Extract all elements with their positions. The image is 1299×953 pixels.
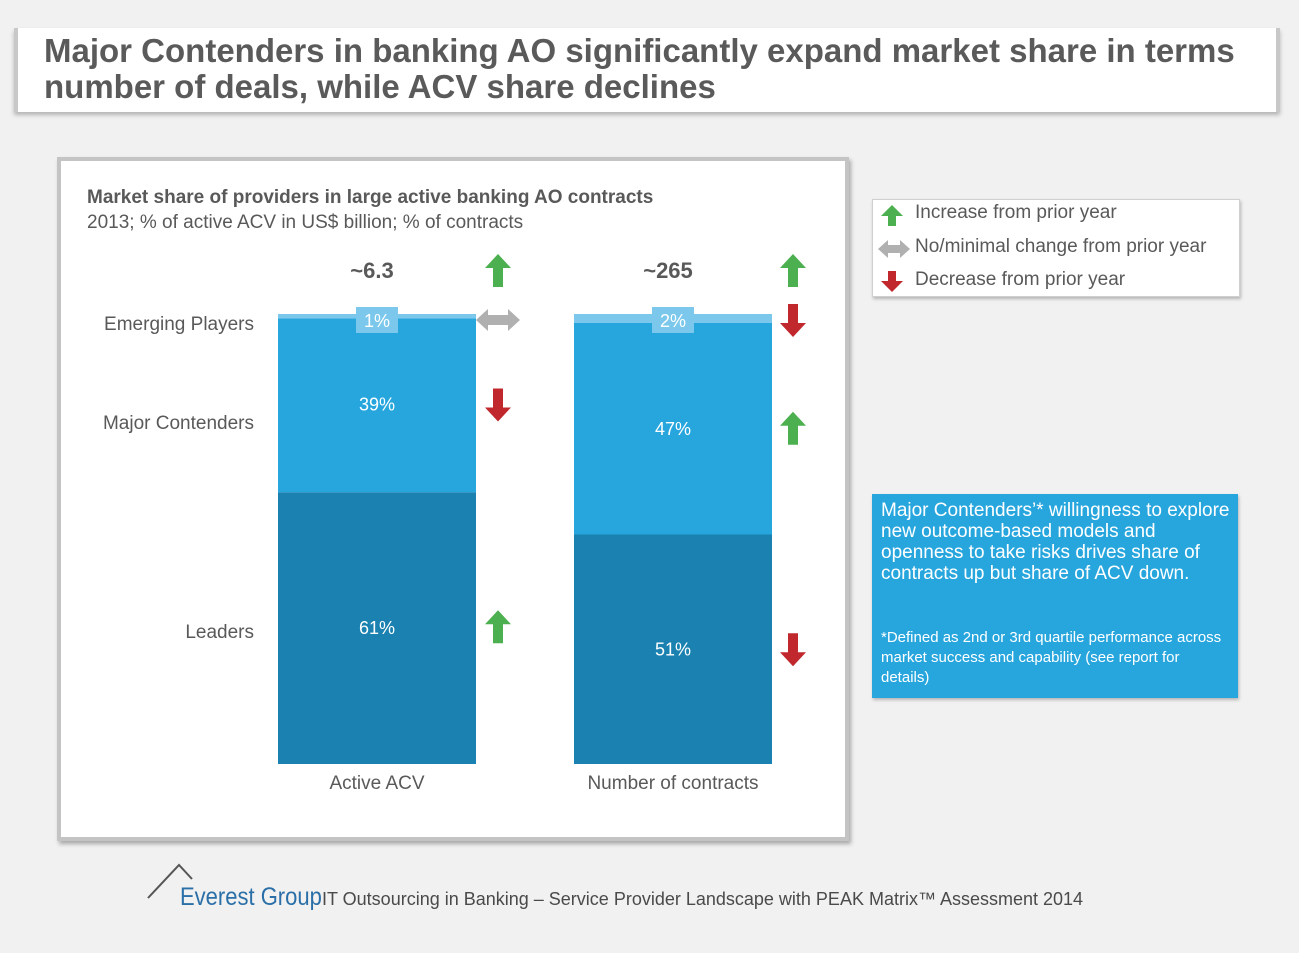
footer-text: IT Outsourcing in Banking – Service Prov… xyxy=(322,889,1084,909)
x-tick-label-active-acv: Active ACV xyxy=(329,773,424,794)
data-label-emerging-players-number-of-contracts: 2% xyxy=(660,311,686,331)
title-box: Major Contenders in banking AO significa… xyxy=(14,28,1280,112)
series-label-leaders: Leaders xyxy=(185,622,254,643)
series-label-emerging-players: Emerging Players xyxy=(104,314,254,335)
data-label-emerging-players-active-acv: 1% xyxy=(364,311,390,331)
legend-label-no-change: No/minimal change from prior year xyxy=(915,236,1207,257)
down-arrow-icon xyxy=(881,271,903,292)
double-arrow-icon xyxy=(878,240,910,258)
page-title: Major Contenders in banking AO significa… xyxy=(44,32,1235,105)
note-main-text: Major Contenders’* willingness to explor… xyxy=(881,500,1230,584)
chart-subtitle: 2013; % of active ACV in US$ billion; % … xyxy=(87,212,524,233)
total-label-number-of-contracts: ~265 xyxy=(643,258,693,283)
trend-arrow-total-number-of-contracts xyxy=(780,254,806,287)
data-label-leaders-active-acv: 61% xyxy=(359,618,395,638)
trend-arrow-leaders-active-acv xyxy=(485,610,511,644)
data-label-leaders-number-of-contracts: 51% xyxy=(655,639,691,659)
bar-leaders-active-acv xyxy=(278,492,476,764)
legend-item-increase: Increase from prior year xyxy=(873,200,1239,230)
chart-title: Market share of providers in large activ… xyxy=(87,187,654,208)
trend-arrow-major-contenders-active-acv xyxy=(485,388,511,422)
footer-brand: Everest Group xyxy=(180,883,322,911)
data-label-bg-emerging-players-active-acv xyxy=(356,307,398,333)
stacked-bar-chart: 61% 39% 1% Active ACV ~6.3 51% 47% 2% Number of … xyxy=(103,254,806,794)
bar-major-contenders-number-of-contracts xyxy=(574,323,772,535)
bar-major-contenders-active-acv xyxy=(278,318,476,493)
chart-panel: Market share of providers in large activ… xyxy=(57,157,849,841)
trend-arrow-emerging-players-active-acv xyxy=(476,309,520,331)
trend-arrow-major-contenders-number-of-contracts xyxy=(780,411,806,445)
note-footnote: *Defined as 2nd or 3rd quartile performa… xyxy=(881,629,1222,686)
legend-item-decrease: Decrease from prior year xyxy=(873,267,1239,297)
bar-leaders-number-of-contracts xyxy=(574,534,772,764)
data-label-major-contenders-number-of-contracts: 47% xyxy=(655,419,691,439)
trend-arrow-total-active-acv xyxy=(485,254,511,287)
data-label-bg-emerging-players-number-of-contracts xyxy=(652,307,694,333)
callout-note: Major Contenders’* willingness to explor… xyxy=(872,494,1238,698)
trend-arrow-leaders-number-of-contracts xyxy=(780,633,806,667)
trend-legend: Increase from prior year No/minimal chan… xyxy=(872,199,1240,297)
data-label-major-contenders-active-acv: 39% xyxy=(359,394,395,414)
series-label-major-contenders: Major Contenders xyxy=(103,413,254,434)
everest-logo-icon xyxy=(147,863,193,899)
total-label-active-acv: ~6.3 xyxy=(350,258,393,283)
x-tick-label-number-of-contracts: Number of contracts xyxy=(587,773,758,794)
up-arrow-icon xyxy=(881,205,903,226)
legend-label-increase: Increase from prior year xyxy=(915,202,1117,223)
legend-item-no-change: No/minimal change from prior year xyxy=(873,234,1239,264)
legend-label-decrease: Decrease from prior year xyxy=(915,269,1126,290)
trend-arrow-emerging-players-number-of-contracts xyxy=(780,304,806,337)
